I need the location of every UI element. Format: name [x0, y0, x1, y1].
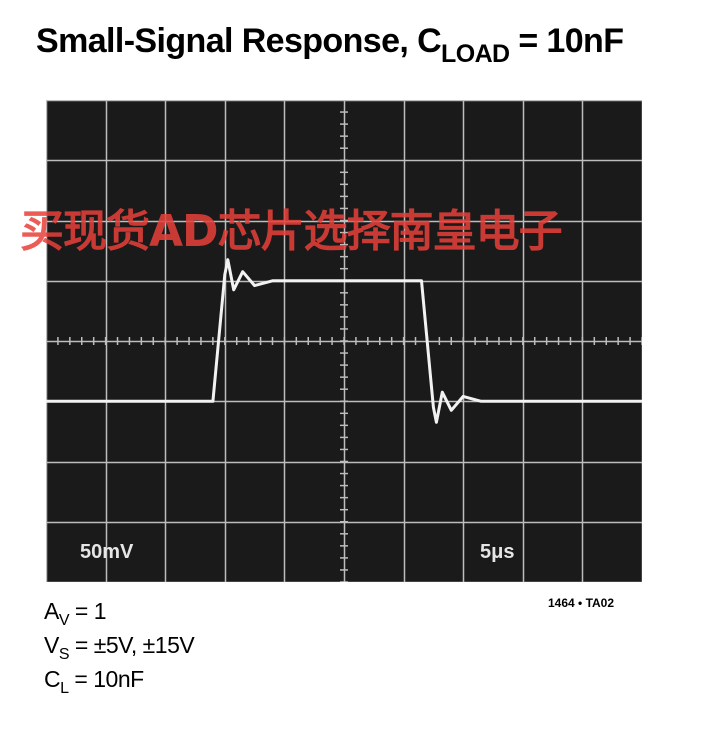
chart-title: Small-Signal Response, CLOAD = 10nF — [36, 22, 624, 68]
condition-gain: AV = 1 — [44, 598, 107, 629]
figure-id: 1464 • TA02 — [548, 596, 615, 610]
oscilloscope-screen: 50mV 5μs — [46, 100, 642, 582]
condition-load: CL = 10nF — [44, 666, 144, 697]
scope-plot: 50mV 5μs — [46, 100, 642, 582]
horizontal-scale-label: 5μs — [480, 541, 514, 563]
condition-supply: VS = ±5V, ±15V — [44, 632, 195, 663]
vertical-scale-label: 50mV — [80, 541, 134, 563]
watermark-text: 买现货AD芯片选择南皇电子 — [20, 206, 563, 257]
signal-trace — [46, 258, 642, 424]
center-axis-ticks — [46, 100, 642, 582]
